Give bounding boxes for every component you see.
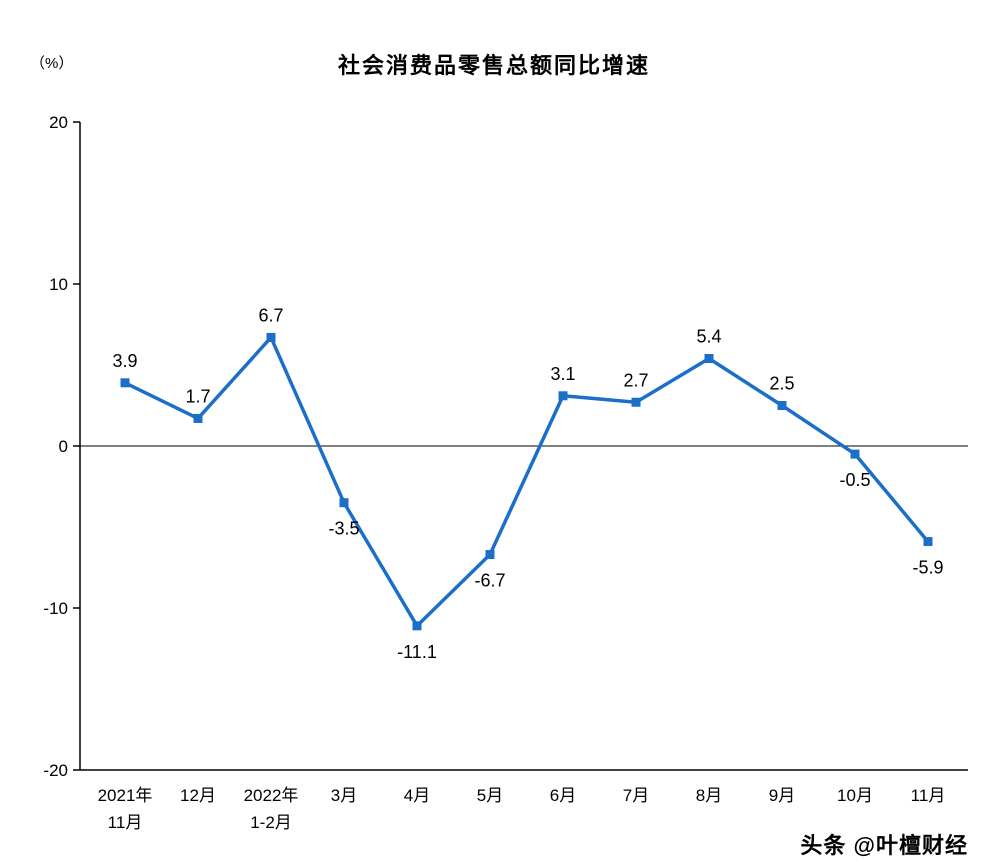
x-category-label: 9月 bbox=[769, 786, 795, 805]
x-category-label: 8月 bbox=[696, 786, 722, 805]
data-point-marker bbox=[412, 621, 422, 631]
y-tick-label: 0 bbox=[59, 437, 68, 456]
x-category-label: 2022年 1-2月 bbox=[244, 786, 299, 832]
x-category-label: 10月 bbox=[837, 786, 873, 805]
x-category-label: 2021年 11月 bbox=[98, 786, 153, 832]
data-point-label: 1.7 bbox=[185, 386, 210, 406]
data-point-marker bbox=[266, 332, 276, 342]
x-category-label: 3月 bbox=[331, 786, 357, 805]
data-point-marker bbox=[120, 378, 130, 388]
x-category-label: 7月 bbox=[623, 786, 649, 805]
data-point-marker bbox=[558, 391, 568, 401]
data-point-marker bbox=[923, 537, 933, 547]
data-point-label: 6.7 bbox=[258, 305, 283, 325]
data-point-marker bbox=[631, 397, 641, 407]
x-category-label: 4月 bbox=[404, 786, 430, 805]
watermark: 头条 @叶檀财经 bbox=[800, 833, 968, 858]
data-point-marker bbox=[339, 498, 349, 508]
data-point-label: 2.5 bbox=[769, 374, 794, 394]
data-point-marker bbox=[777, 401, 787, 410]
data-point-marker bbox=[704, 354, 714, 364]
x-category-label: 11月 bbox=[911, 786, 946, 805]
y-tick-label: -20 bbox=[43, 761, 68, 780]
chart-title: 社会消费品零售总额同比增速 bbox=[337, 53, 650, 78]
data-point-label: -3.5 bbox=[328, 519, 359, 539]
y-axis-unit-label: （%） bbox=[30, 55, 74, 72]
data-point-label: -0.5 bbox=[839, 470, 870, 490]
data-point-label: -5.9 bbox=[912, 558, 943, 578]
x-category-label: 5月 bbox=[477, 786, 503, 805]
data-point-marker bbox=[193, 413, 203, 423]
x-category-label: 12月 bbox=[180, 786, 216, 805]
data-point-label: -11.1 bbox=[397, 642, 437, 662]
data-point-marker bbox=[850, 449, 860, 459]
y-tick-label: 10 bbox=[49, 275, 68, 294]
y-tick-label: 20 bbox=[49, 113, 68, 132]
data-point-label: -6.7 bbox=[474, 571, 505, 591]
x-category-label: 6月 bbox=[550, 786, 576, 805]
data-point-label: 3.9 bbox=[112, 351, 137, 371]
data-point-label: 3.1 bbox=[550, 364, 575, 384]
data-line bbox=[123, 335, 930, 628]
data-point-marker bbox=[485, 550, 495, 560]
data-point-label: 2.7 bbox=[623, 370, 648, 390]
data-point-label: 5.4 bbox=[696, 327, 721, 347]
y-tick-label: -10 bbox=[43, 599, 68, 618]
